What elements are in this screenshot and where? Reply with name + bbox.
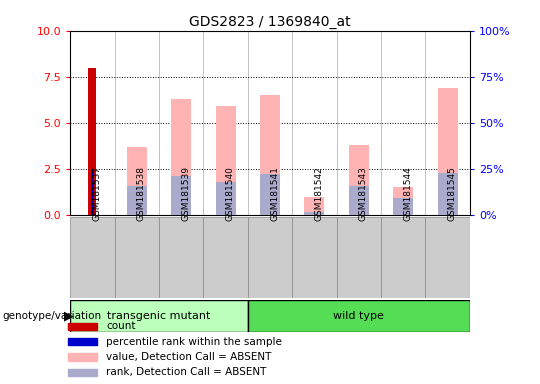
Bar <box>127 185 147 215</box>
Bar <box>260 174 280 215</box>
Bar <box>437 88 457 215</box>
Bar <box>127 147 147 215</box>
Bar <box>68 338 97 346</box>
Bar <box>437 173 457 215</box>
Bar <box>159 217 204 298</box>
Text: wild type: wild type <box>333 311 384 321</box>
Text: GSM181542: GSM181542 <box>314 166 323 221</box>
Text: GSM181543: GSM181543 <box>359 166 368 221</box>
Bar <box>393 187 413 215</box>
Bar <box>248 300 470 332</box>
Text: GDS2823 / 1369840_at: GDS2823 / 1369840_at <box>189 15 351 29</box>
Bar <box>68 369 97 376</box>
Bar <box>114 217 159 298</box>
Bar <box>305 212 325 215</box>
Bar <box>91 170 94 215</box>
Bar <box>381 217 426 298</box>
Bar <box>336 217 381 298</box>
Bar <box>260 95 280 215</box>
Bar <box>70 300 248 332</box>
Text: GSM181538: GSM181538 <box>137 166 146 221</box>
Bar <box>305 197 325 215</box>
Text: GSM181537: GSM181537 <box>92 166 102 221</box>
Text: rank, Detection Call = ABSENT: rank, Detection Call = ABSENT <box>106 367 267 377</box>
Bar <box>215 182 235 215</box>
Bar <box>171 99 191 215</box>
Text: percentile rank within the sample: percentile rank within the sample <box>106 337 282 347</box>
Text: GSM181545: GSM181545 <box>448 166 457 221</box>
Text: transgenic mutant: transgenic mutant <box>107 311 211 321</box>
Bar <box>89 68 97 215</box>
Text: value, Detection Call = ABSENT: value, Detection Call = ABSENT <box>106 352 272 362</box>
Bar <box>426 217 470 298</box>
Text: GSM181541: GSM181541 <box>270 166 279 221</box>
Bar <box>349 187 369 215</box>
Text: genotype/variation: genotype/variation <box>3 311 102 321</box>
Bar <box>248 217 292 298</box>
Bar <box>349 145 369 215</box>
Text: GSM181540: GSM181540 <box>226 166 234 221</box>
Text: GSM181539: GSM181539 <box>181 166 190 221</box>
Bar <box>204 217 248 298</box>
Bar <box>171 176 191 215</box>
Bar <box>393 199 413 215</box>
Bar <box>68 323 97 330</box>
Bar <box>68 353 97 361</box>
Bar <box>292 217 336 298</box>
Text: count: count <box>106 321 136 331</box>
Bar <box>70 217 114 298</box>
Text: ▶: ▶ <box>64 310 73 322</box>
Text: GSM181544: GSM181544 <box>403 166 412 221</box>
Bar <box>215 106 235 215</box>
